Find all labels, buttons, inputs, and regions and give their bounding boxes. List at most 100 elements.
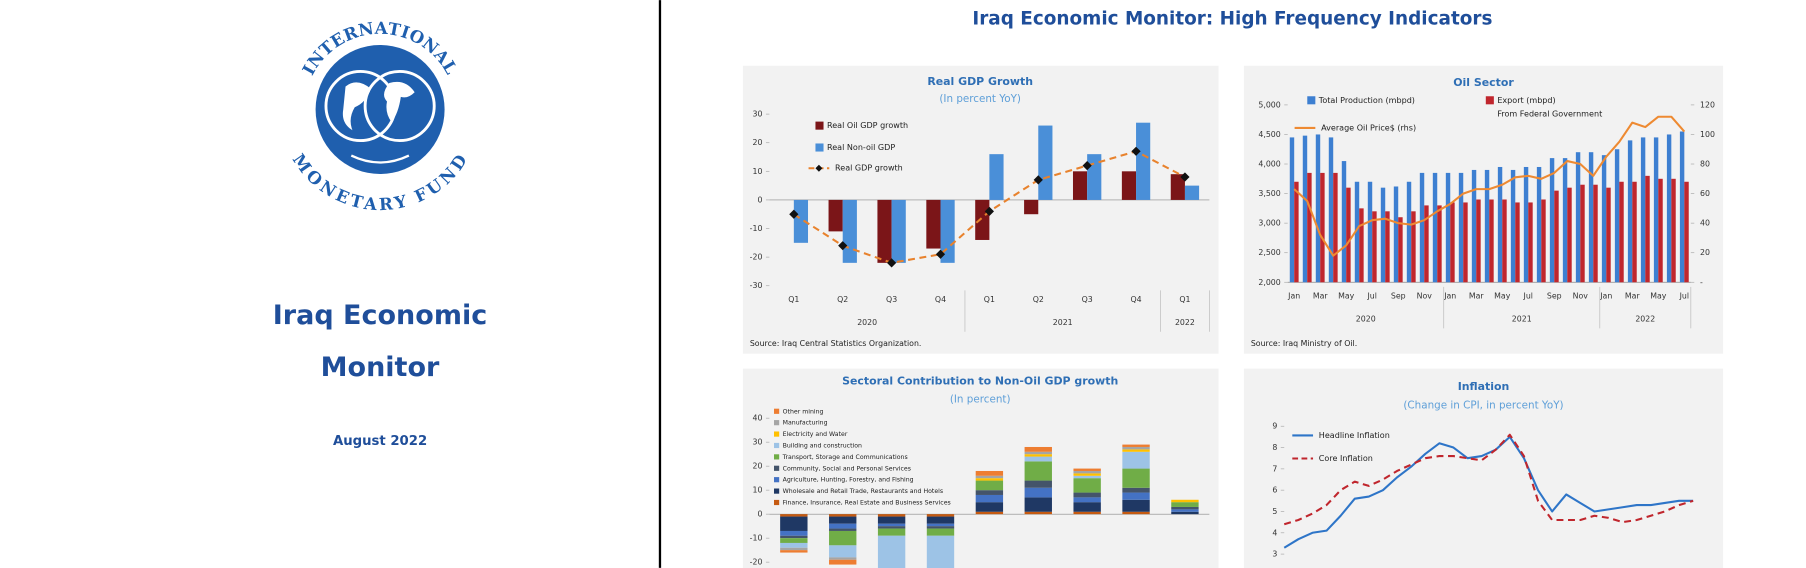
x-group-label: 2020: [857, 318, 877, 327]
legend-swatch: [774, 499, 780, 506]
bar-segment: [1024, 487, 1052, 498]
bar: [1346, 187, 1351, 283]
x-tick-label: Jul: [1679, 292, 1689, 301]
bar: [1640, 137, 1646, 283]
bar: [1484, 169, 1490, 283]
bar-segment: [1073, 502, 1101, 512]
y-tick-label: -20: [750, 253, 763, 262]
x-group-label: 2021: [1512, 315, 1532, 324]
y-tick-label: 120: [1700, 100, 1715, 109]
legend-label: Real GDP growth: [835, 164, 903, 173]
legend-label: Electricity and Water: [783, 431, 848, 438]
legend-swatch: [815, 143, 824, 152]
legend-marker: [815, 164, 823, 172]
bar-segment: [1122, 487, 1150, 493]
bar: [1458, 172, 1464, 283]
y-tick-label: 30: [753, 438, 763, 447]
y-tick-label: -30: [750, 281, 763, 290]
x-tick-label: Jan: [1287, 292, 1300, 301]
bar-segment: [1122, 511, 1150, 515]
bar-segment: [1122, 446, 1150, 450]
bar-segment: [975, 502, 1004, 512]
bar: [1679, 131, 1685, 283]
bar: [1671, 178, 1676, 283]
bar-segment: [780, 530, 808, 536]
bar: [1320, 172, 1325, 283]
x-tick-label: Q1: [788, 295, 799, 304]
bar-segment: [1073, 468, 1101, 471]
bar: [1528, 202, 1533, 283]
bar-segment: [926, 523, 955, 527]
bar: [1289, 137, 1295, 283]
bar: [1541, 199, 1546, 283]
bar-segment: [877, 514, 906, 517]
bar: [1445, 172, 1451, 283]
point-marker: [984, 206, 994, 216]
bar-segment: [1122, 499, 1150, 512]
x-tick-label: Q2: [837, 295, 848, 304]
bar-segment: [877, 516, 906, 524]
bar: [1121, 171, 1137, 200]
bar: [1333, 172, 1338, 283]
y-tick-label: 10: [753, 167, 763, 176]
bar-segment: [926, 526, 955, 529]
bar-segment: [926, 514, 955, 517]
y-tick-label: 10: [753, 486, 763, 495]
bar-segment: [975, 475, 1004, 479]
bar-segment: [975, 478, 1004, 481]
y-tick-label: 2,500: [1258, 248, 1280, 257]
legend-swatch: [774, 420, 780, 426]
bar: [1619, 181, 1624, 283]
bar: [1627, 140, 1633, 283]
line-series: [1283, 435, 1694, 549]
legend-label: Average Oil Price$ (rhs): [1321, 123, 1416, 132]
legend-swatch: [774, 454, 780, 460]
legend-label: Total Production (mbpd): [1318, 96, 1415, 105]
y-tick-label: 40: [753, 414, 763, 423]
legend-swatch: [774, 408, 780, 414]
bar: [1072, 171, 1088, 200]
bar: [1614, 149, 1620, 283]
document-date: August 2022: [333, 434, 427, 449]
legend-label: Community, Social and Personal Services: [783, 465, 911, 472]
bar-segment: [1171, 511, 1199, 515]
x-tick-label: Mar: [1313, 292, 1329, 301]
bar-segment: [1024, 461, 1052, 481]
page-header: Iraq Economic Monitor: High Frequency In…: [972, 9, 1492, 30]
y-tick-label: 5: [1272, 507, 1277, 516]
legend-swatch: [774, 465, 780, 471]
chart-title: Oil Sector: [1453, 76, 1514, 89]
bar: [1606, 187, 1611, 283]
bar: [1562, 158, 1568, 283]
logo-land: [384, 81, 415, 123]
bar: [891, 199, 906, 263]
bar-segment: [1024, 446, 1052, 452]
y-tick-label: 30: [753, 110, 763, 119]
point-marker: [838, 241, 848, 251]
y-tick-label: -: [1700, 278, 1703, 287]
bar: [1406, 181, 1412, 283]
y-tick-label: 20: [753, 138, 763, 147]
bar: [828, 199, 843, 232]
bar-segment: [1073, 470, 1101, 474]
bar: [1463, 202, 1468, 283]
bar-segment: [1024, 480, 1052, 488]
bar-segment: [1122, 449, 1150, 452]
bar-segment: [1024, 511, 1052, 515]
bar-segment: [829, 516, 857, 524]
x-tick-label: Q3: [1082, 295, 1093, 304]
legend-swatch: [774, 431, 780, 437]
chart-subtitle: (In percent): [950, 394, 1011, 406]
legend-label: Finance, Insurance, Real Estate and Busi…: [783, 499, 951, 506]
bar-segment: [1122, 492, 1150, 500]
bar: [1575, 152, 1581, 283]
bar: [1302, 135, 1308, 283]
legend-label: Headline Inflation: [1319, 431, 1390, 440]
bar: [1684, 181, 1689, 283]
chart-title: Real GDP Growth: [927, 75, 1033, 88]
y-tick-label: 80: [1700, 160, 1710, 169]
bar-segment: [877, 528, 906, 536]
legend-label: Manufacturing: [783, 420, 828, 427]
